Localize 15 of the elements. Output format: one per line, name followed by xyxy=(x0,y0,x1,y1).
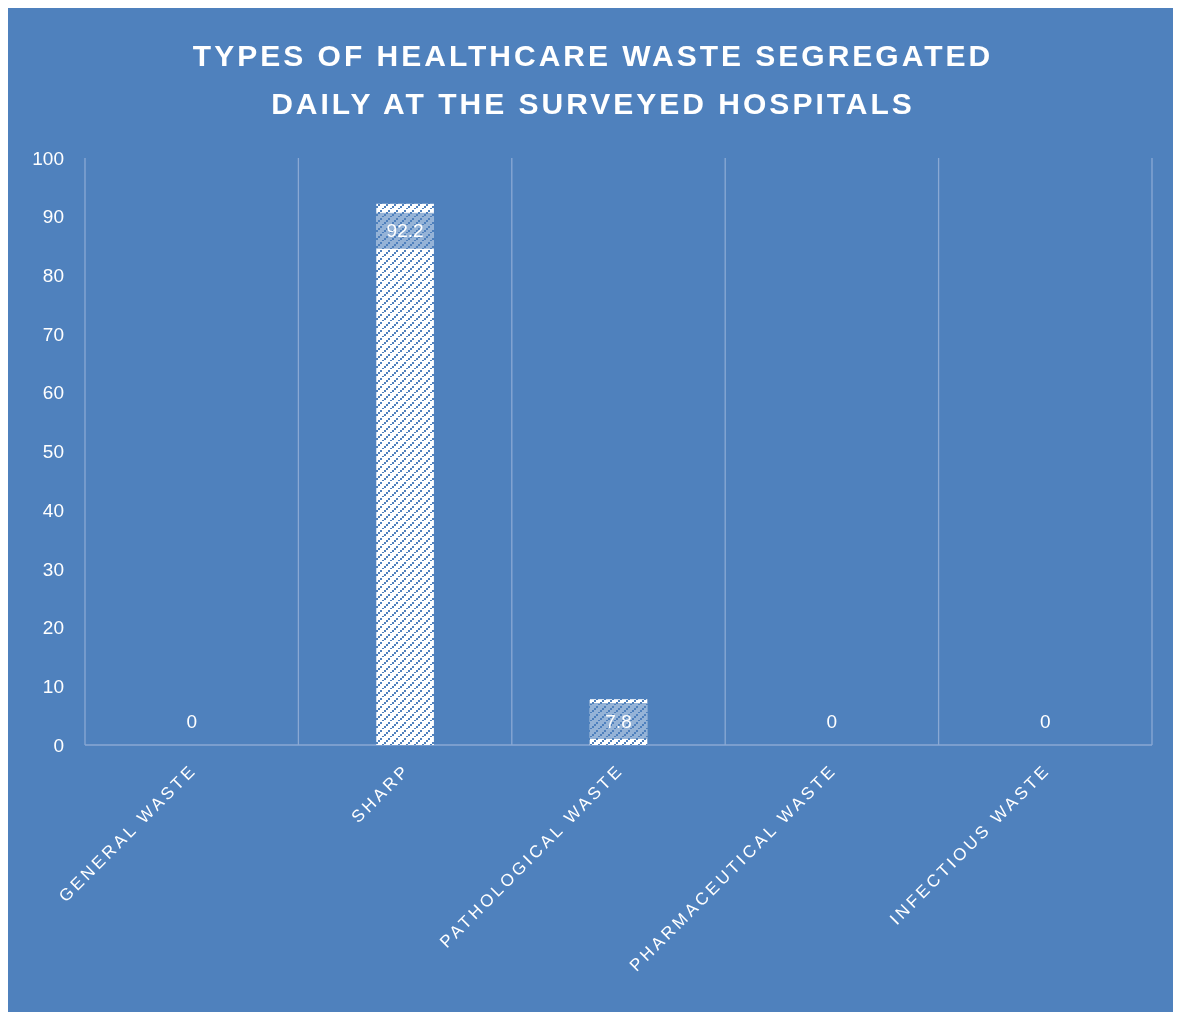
y-tick-label: 50 xyxy=(42,441,64,463)
data-label: 0 xyxy=(1040,710,1051,732)
y-tick-label: 60 xyxy=(42,382,64,404)
y-tick-label: 100 xyxy=(32,147,64,169)
y-tick-label: 70 xyxy=(42,323,64,345)
y-tick-label: 20 xyxy=(42,617,64,639)
y-tick-label: 10 xyxy=(42,675,64,697)
y-tick-label: 0 xyxy=(53,734,64,756)
y-tick-label: 80 xyxy=(42,265,64,287)
y-tick-label: 40 xyxy=(42,499,64,521)
y-tick-label: 90 xyxy=(42,206,64,228)
y-tick-label: 30 xyxy=(42,558,64,580)
data-label: 0 xyxy=(826,710,838,732)
data-label: 0 xyxy=(186,710,197,732)
chart-title: TYPES OF HEALTHCARE WASTE SEGREGATED DAILY AT THE SURVEYED HOSPITALS xyxy=(192,38,994,120)
